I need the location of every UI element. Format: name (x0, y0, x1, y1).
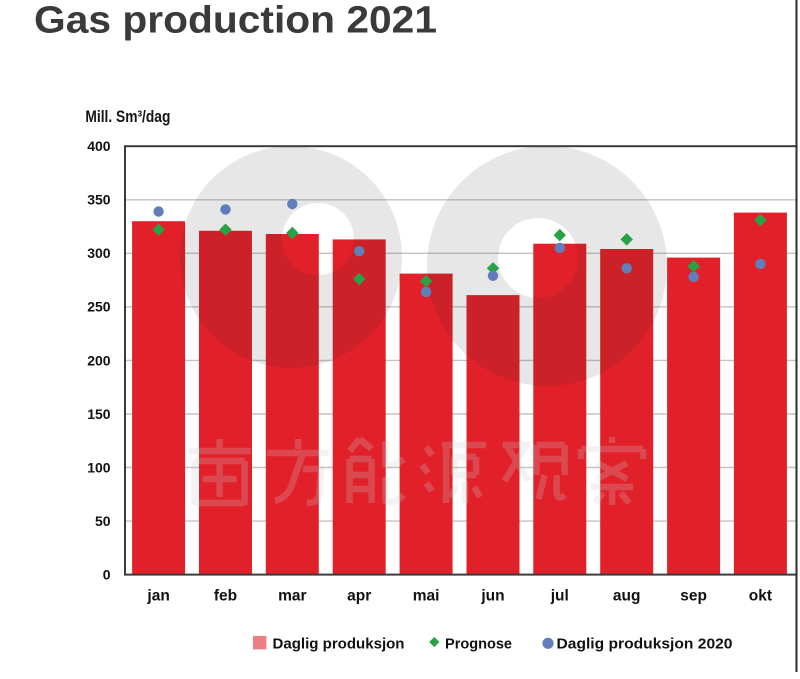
svg-text:Mill. Sm³/dag: Mill. Sm³/dag (85, 107, 170, 126)
svg-text:Gas production 2021: Gas production 2021 (34, 0, 437, 42)
svg-text:jun: jun (480, 588, 504, 605)
svg-text:100: 100 (87, 459, 111, 475)
svg-text:okt: okt (749, 588, 772, 605)
svg-text:400: 400 (87, 138, 111, 154)
svg-text:150: 150 (87, 406, 111, 422)
svg-text:jul: jul (550, 588, 569, 605)
svg-text:sep: sep (680, 588, 707, 605)
svg-text:apr: apr (347, 588, 371, 605)
svg-text:mai: mai (413, 588, 440, 605)
svg-text:0: 0 (103, 567, 111, 583)
svg-text:50: 50 (95, 513, 111, 529)
svg-text:aug: aug (613, 588, 641, 605)
svg-text:feb: feb (214, 588, 237, 605)
svg-text:300: 300 (87, 245, 111, 261)
svg-text:Daglig produksjon 2020: Daglig produksjon 2020 (557, 637, 733, 653)
svg-text:200: 200 (87, 352, 111, 368)
svg-text:350: 350 (87, 192, 111, 208)
svg-text:Prognose: Prognose (445, 637, 512, 653)
svg-text:Daglig produksjon: Daglig produksjon (273, 637, 405, 653)
svg-text:jan: jan (146, 588, 169, 605)
svg-text:250: 250 (87, 299, 111, 315)
svg-text:mar: mar (278, 588, 306, 605)
